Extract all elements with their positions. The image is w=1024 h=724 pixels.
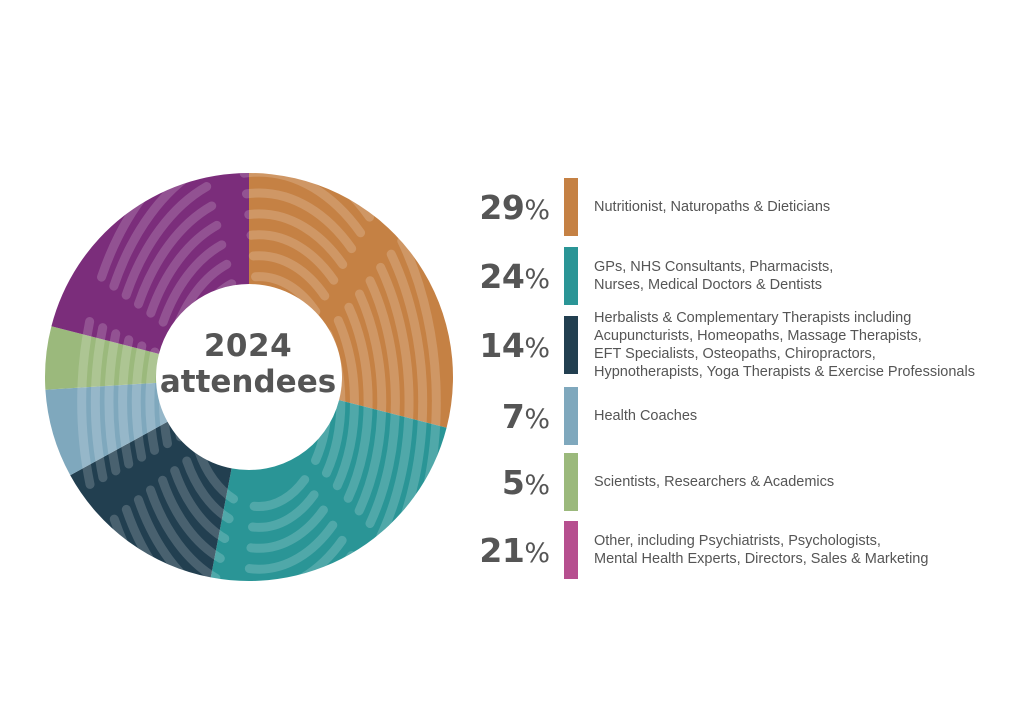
percent-sign: % bbox=[524, 537, 550, 569]
percent-value: 7 bbox=[501, 396, 525, 436]
donut-slice-2 bbox=[70, 421, 232, 578]
donut-slices bbox=[44, 173, 454, 582]
legend-swatch bbox=[564, 453, 578, 511]
legend-item: 14% Herbalists & Complementary Therapist… bbox=[470, 310, 1010, 380]
legend-label: Herbalists & Complementary Therapists in… bbox=[594, 310, 975, 380]
fingerprint-texture bbox=[77, 173, 441, 581]
legend-label: Other, including Psychiatrists, Psycholo… bbox=[594, 533, 929, 567]
percent-value: 14 bbox=[479, 325, 525, 365]
percent-sign: % bbox=[524, 469, 550, 501]
legend-label: Health Coaches bbox=[594, 408, 698, 424]
legend-percent: 24% bbox=[470, 257, 550, 296]
legend-percent: 21% bbox=[470, 531, 550, 570]
legend-percent: 14% bbox=[470, 326, 550, 365]
texture-arc bbox=[118, 188, 400, 581]
legend-item: 29% Nutritionist, Naturopaths & Dieticia… bbox=[470, 178, 1010, 236]
texture-arc bbox=[131, 209, 387, 581]
center-word: attendees bbox=[159, 364, 337, 400]
legend-swatch bbox=[564, 316, 578, 374]
donut-slice-5 bbox=[51, 173, 250, 354]
legend-item: 5% Scientists, Researchers & Academics bbox=[470, 453, 1010, 511]
legend-swatch bbox=[564, 521, 578, 579]
legend-label: Scientists, Researchers & Academics bbox=[594, 474, 835, 490]
legend-item: 7% Health Coaches bbox=[470, 387, 1010, 445]
percent-sign: % bbox=[524, 403, 550, 435]
donut-slice-4 bbox=[44, 326, 159, 390]
legend-percent: 29% bbox=[470, 188, 550, 227]
texture-arc bbox=[77, 173, 441, 581]
legend-label: Nutritionist, Naturopaths & Dieticians bbox=[594, 199, 831, 215]
legend-swatch bbox=[564, 247, 578, 305]
legend-swatch bbox=[564, 178, 578, 236]
legend-percent: 7% bbox=[470, 397, 550, 436]
percent-value: 24 bbox=[479, 256, 525, 296]
legend-item: 24% GPs, NHS Consultants, Pharmacists, N… bbox=[470, 247, 1010, 305]
percent-sign: % bbox=[524, 194, 550, 226]
donut-slice-0 bbox=[249, 173, 454, 428]
percent-value: 29 bbox=[479, 187, 525, 227]
percent-sign: % bbox=[524, 332, 550, 364]
center-year: 2024 bbox=[203, 328, 293, 364]
texture-arc bbox=[104, 173, 414, 581]
percent-sign: % bbox=[524, 263, 550, 295]
legend-swatch bbox=[564, 387, 578, 445]
legend-item: 21% Other, including Psychiatrists, Psyc… bbox=[470, 521, 1010, 579]
legend-label: GPs, NHS Consultants, Pharmacists, Nurse… bbox=[594, 259, 834, 293]
legend-percent: 5% bbox=[470, 463, 550, 502]
donut-slice-3 bbox=[45, 382, 168, 476]
percent-value: 5 bbox=[501, 462, 525, 502]
texture-arc bbox=[90, 173, 428, 581]
donut-slice-1 bbox=[210, 400, 447, 582]
percent-value: 21 bbox=[479, 530, 525, 570]
texture-arc bbox=[145, 230, 373, 574]
donut-center-label: 2024 attendees bbox=[148, 328, 348, 400]
